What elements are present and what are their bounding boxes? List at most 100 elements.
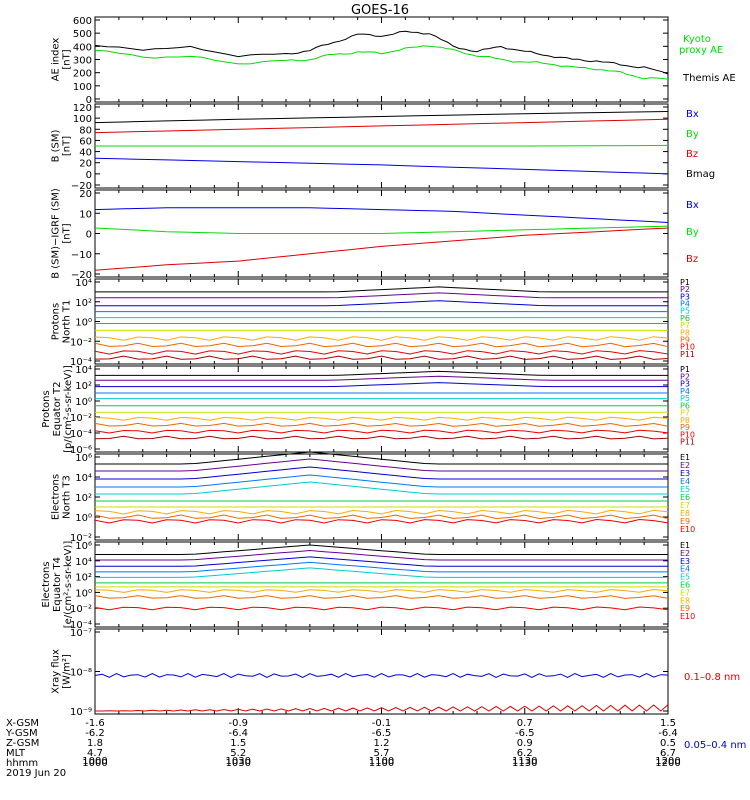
legend-bz: Bz bbox=[686, 254, 698, 265]
legend-entry: E7 bbox=[680, 588, 690, 597]
y-axis-label: North T1 bbox=[62, 300, 73, 344]
series-line-2 bbox=[95, 549, 668, 561]
y-tick-label: 40 bbox=[79, 148, 92, 159]
y-axis-label: Equator T2 bbox=[52, 382, 63, 437]
x-tick-label: 1100 bbox=[369, 756, 394, 767]
legend-bx: Bx bbox=[686, 109, 699, 120]
series-line-2 bbox=[94, 672, 669, 678]
series-group bbox=[94, 370, 669, 440]
ephem-row-name: MLT bbox=[6, 748, 26, 759]
series-line-11 bbox=[94, 355, 669, 360]
ephem-value: 1.5 bbox=[660, 718, 676, 729]
series-group bbox=[94, 672, 669, 712]
y-axis-label: [p/(cm²-s-sr-keV)] bbox=[63, 365, 74, 453]
legend-by: By bbox=[686, 227, 699, 238]
y-tick-label: 500 bbox=[73, 29, 92, 40]
y-tick-label: 10 bbox=[79, 209, 92, 220]
ephem-value: -0.9 bbox=[228, 718, 248, 729]
series-line-9 bbox=[94, 342, 669, 348]
y-tick-label: 20 bbox=[79, 159, 92, 170]
y-tick-label: 120 bbox=[73, 103, 92, 114]
y-tick-label: 0 bbox=[86, 170, 92, 181]
legend-xray-short: 0.05–0.4 nm bbox=[684, 740, 746, 751]
legend-entry: P3 bbox=[680, 292, 690, 301]
series-line-3 bbox=[95, 300, 668, 307]
legend-entry: P10 bbox=[680, 343, 695, 352]
legend-entry: E5 bbox=[680, 485, 690, 494]
series-line-5 bbox=[95, 481, 668, 495]
legend-entry: P6 bbox=[680, 401, 690, 410]
legend-entry: P1 bbox=[680, 365, 690, 374]
legend-entry: P8 bbox=[680, 328, 690, 337]
y-tick-label: 100 bbox=[73, 114, 92, 125]
series-line-10 bbox=[94, 518, 669, 524]
ephem-value: 5.2 bbox=[230, 748, 246, 759]
series-line-3 bbox=[95, 556, 668, 567]
legend-xray-long: 0.1–0.8 nm bbox=[684, 672, 740, 683]
legend-entry: P4 bbox=[680, 300, 690, 309]
series-line-2 bbox=[95, 292, 668, 299]
series-group bbox=[94, 286, 669, 360]
y-tick-label: 10⁻⁹ bbox=[70, 707, 92, 718]
series-line-1 bbox=[95, 286, 668, 293]
legend-entry: E6 bbox=[680, 493, 690, 502]
x-tick-label: 1030 bbox=[226, 756, 251, 767]
y-axis-label: [nT] bbox=[62, 223, 73, 243]
series-line-3 bbox=[95, 466, 668, 480]
series-group bbox=[94, 111, 669, 175]
y-tick-label: 10⁻² bbox=[70, 413, 92, 424]
legend-themis-ae: Themis AE bbox=[682, 73, 736, 84]
series-line-2 bbox=[95, 458, 668, 472]
ephem-value: -6.2 bbox=[85, 728, 105, 739]
ephem-value: -6.4 bbox=[658, 728, 678, 739]
y-axis-label: Equator T4 bbox=[52, 557, 63, 612]
ephem-value: -0.1 bbox=[372, 718, 392, 729]
series-group bbox=[94, 544, 669, 611]
y-tick-label: 10⁰ bbox=[75, 397, 92, 408]
series-line-bz bbox=[94, 118, 669, 134]
legend-entry: E2 bbox=[680, 461, 690, 470]
series-group bbox=[94, 30, 669, 80]
figure-title: GOES-16 bbox=[351, 3, 409, 18]
ephem-value: -6.5 bbox=[372, 728, 392, 739]
legend-kyoto: Kyoto bbox=[683, 34, 711, 45]
y-tick-label: −20 bbox=[71, 270, 92, 281]
legend-entry: P4 bbox=[680, 387, 690, 396]
legend-entry: E2 bbox=[680, 549, 690, 558]
y-tick-label: 10² bbox=[75, 381, 92, 392]
legend-entry: P2 bbox=[680, 372, 690, 381]
legend-proxy-ae: proxy AE bbox=[679, 45, 723, 56]
y-tick-label: 400 bbox=[73, 42, 92, 53]
y-tick-label: 10⁻⁸ bbox=[70, 668, 92, 679]
ephem-value: 0.5 bbox=[660, 738, 676, 749]
series-line-4 bbox=[95, 474, 668, 488]
legend-entry: E5 bbox=[680, 573, 690, 582]
ephem-value: 0.7 bbox=[517, 718, 533, 729]
y-tick-label: 80 bbox=[79, 125, 92, 136]
legend-entry: P11 bbox=[680, 350, 695, 359]
panel-8: 10⁻⁷ 10⁻⁸ 10⁻⁹ Xray flux [W/m²] 0.1–0.8 nm 0.0… bbox=[51, 628, 747, 751]
x-axis: 1000 1030 1100 1130 1200 bbox=[82, 756, 680, 767]
series-group bbox=[94, 207, 669, 271]
ephem-value: -6.5 bbox=[515, 728, 535, 739]
legend-entry: E9 bbox=[680, 517, 690, 526]
legend-entry: E3 bbox=[680, 557, 690, 566]
ephem-value: -6.4 bbox=[228, 728, 248, 739]
ephem-value: 1.5 bbox=[230, 738, 246, 749]
legend-by: By bbox=[686, 129, 699, 140]
series-line-bx bbox=[94, 207, 669, 223]
legend-bz: Bz bbox=[686, 149, 698, 160]
x-tick-label: 1200 bbox=[655, 756, 680, 767]
series-line-9 bbox=[94, 514, 669, 520]
series-line-1 bbox=[95, 704, 669, 712]
y-axis-label: AE index bbox=[51, 38, 62, 82]
y-axis-label: Electrons bbox=[51, 474, 62, 520]
panel-3: 20 10 0 −10 −20 B (SM)−IGRF (SM) [nT] Bx By Bz bbox=[51, 188, 699, 281]
legend-bmag: Bmag bbox=[686, 169, 715, 180]
y-tick-label: 10⁰ bbox=[75, 318, 92, 329]
ephem-value: 1200 bbox=[655, 758, 680, 769]
y-tick-label: 0 bbox=[86, 230, 92, 241]
